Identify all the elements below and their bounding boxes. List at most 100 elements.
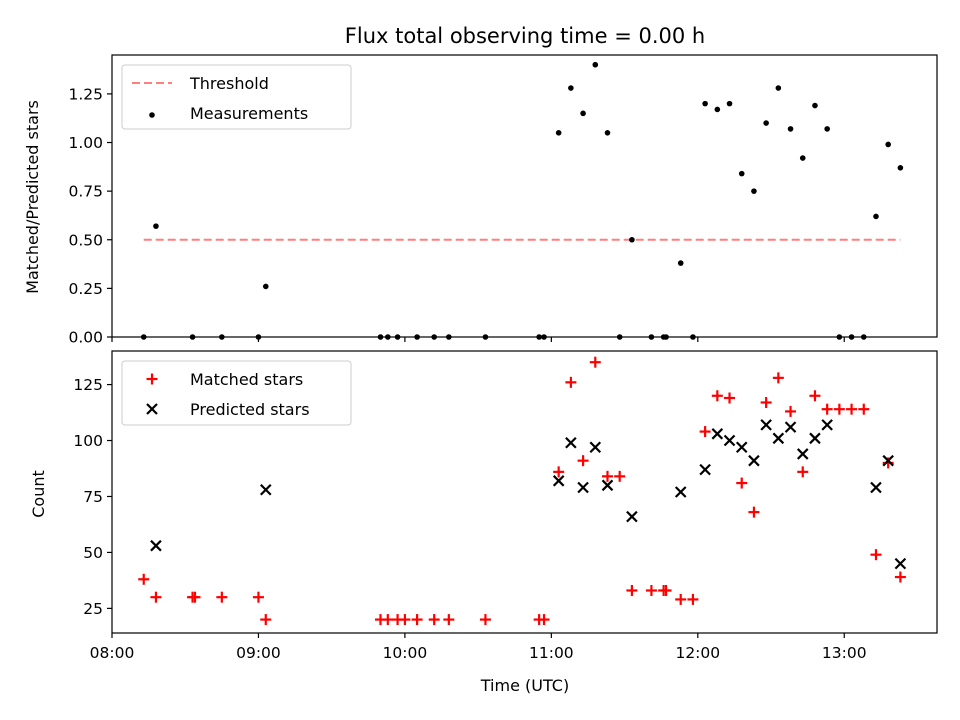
bottom-predicted-star-marker	[882, 454, 894, 467]
bottom-predicted-star-marker	[723, 434, 736, 447]
x-stroke-b	[589, 441, 602, 454]
bottom-predicted-star-marker	[150, 539, 162, 552]
bottom-matched-star-marker	[882, 457, 894, 469]
bottom-matched-star-marker	[138, 573, 150, 585]
x-stroke-b	[796, 448, 809, 460]
bottom-predicted-star-marker	[870, 481, 882, 494]
x-stroke-b	[565, 436, 577, 449]
x-stroke-b	[711, 428, 724, 440]
top-measurement-point	[677, 260, 684, 266]
bottom-matched-star-marker	[760, 396, 772, 408]
bottom-predicted-star-marker	[601, 479, 614, 492]
bottom-matched-star-marker	[382, 614, 394, 626]
x-stroke-b	[870, 481, 882, 494]
bottom-series-matched-stars	[138, 356, 906, 626]
bottom-predicted-star-marker	[589, 441, 602, 454]
bottom-y-tick-label: 75	[83, 488, 103, 506]
bottom-matched-star-marker	[589, 356, 601, 368]
bottom-predicted-star-marker	[784, 421, 797, 433]
x-stroke-b	[735, 441, 748, 454]
top-measurement-point	[751, 188, 757, 194]
bottom-predicted-star-marker	[809, 432, 821, 445]
legend-box	[121, 360, 352, 426]
bottom-matched-star-marker	[724, 392, 736, 404]
bottom-predicted-star-marker	[796, 448, 809, 460]
legend-entry-label: Matched stars	[190, 370, 303, 389]
x-stroke-b	[699, 463, 711, 476]
bottom-matched-star-marker	[858, 403, 870, 415]
top-measurement-point	[604, 129, 611, 136]
x-stroke-b	[784, 421, 797, 433]
bottom-x-tick-label: 09:00	[236, 644, 281, 662]
bottom-matched-star-marker	[736, 477, 748, 489]
bottom-matched-star-marker	[260, 614, 272, 626]
bottom-predicted-star-marker	[711, 428, 724, 440]
top-measurement-point	[738, 170, 745, 177]
bottom-matched-star-marker	[833, 403, 845, 415]
x-stroke-b	[760, 419, 772, 431]
x-stroke-b	[626, 510, 638, 523]
bottom-predicted-star-marker	[699, 463, 711, 476]
top-measurement-point	[799, 155, 806, 161]
top-measurement-point	[885, 141, 891, 148]
x-stroke-b	[601, 479, 614, 492]
bottom-series-predicted-stars	[150, 419, 907, 570]
bottom-matched-star-marker	[443, 614, 455, 626]
bottom-matched-star-marker	[772, 372, 784, 384]
top-y-tick-label: 0.75	[68, 183, 103, 201]
bottom-predicted-star-marker	[748, 454, 760, 467]
bottom-predicted-star-marker	[674, 486, 687, 498]
top-measurement-point	[763, 120, 769, 126]
bottom-x-tick-label: 13:00	[822, 644, 867, 662]
legend-entry-label: Predicted stars	[190, 400, 310, 419]
bottom-x-axis-label: Time (UTC)	[480, 676, 569, 695]
bottom-matched-star-marker	[411, 614, 423, 626]
bottom-predicted-star-marker	[821, 419, 833, 431]
bottom-legend: Matched stars Predicted stars	[121, 360, 352, 426]
bottom-matched-star-marker	[150, 591, 162, 603]
bottom-y-tick-label: 125	[73, 376, 103, 394]
bottom-matched-star-marker	[626, 584, 638, 596]
legend-measurement-swatch	[149, 112, 155, 118]
legend-matched-swatch	[146, 373, 158, 385]
top-y-tick-label: 0.50	[68, 231, 103, 249]
bottom-x-tick-label: 08:00	[90, 644, 135, 662]
top-measurement-point	[775, 85, 782, 91]
bottom-matched-star-marker	[252, 591, 264, 603]
x-stroke-b	[821, 419, 833, 431]
x-stroke-b	[552, 475, 565, 487]
bottom-panel-count-plot: 25 50 75 100 125 08:00 09:00 10:00 11:00 12:00 13:…	[73, 350, 938, 662]
bottom-matched-star-marker	[809, 390, 821, 402]
bottom-matched-star-marker	[189, 591, 201, 603]
bottom-predicted-star-marker	[259, 483, 272, 496]
top-measurement-point	[262, 283, 269, 290]
top-legend: Threshold Measurements	[121, 64, 352, 130]
bottom-matched-star-marker	[614, 470, 626, 482]
bottom-predicted-star-marker	[735, 441, 748, 454]
legend-box	[121, 64, 352, 130]
top-measurement-point	[897, 165, 904, 171]
top-measurement-point	[702, 100, 708, 107]
bottom-x-tick-label: 12:00	[675, 644, 720, 662]
bottom-predicted-star-marker	[565, 436, 577, 449]
x-stroke-b	[748, 454, 760, 467]
top-measurement-point	[592, 61, 599, 68]
top-measurement-point	[787, 126, 794, 132]
x-stroke-b	[894, 557, 907, 570]
top-measurement-point	[568, 85, 574, 91]
bottom-matched-star-marker	[870, 549, 882, 561]
bottom-y-tick-label: 25	[83, 600, 103, 618]
bottom-y-axis-label: Count	[29, 470, 48, 518]
top-measurement-point	[726, 100, 733, 107]
top-measurement-point	[580, 110, 586, 117]
bottom-axes-frame	[111, 350, 938, 634]
x-stroke-b	[809, 432, 821, 445]
bottom-matched-star-marker	[479, 614, 491, 626]
top-y-tick-label: 0.25	[68, 280, 103, 298]
bottom-matched-star-marker	[821, 403, 833, 415]
x-stroke-b	[772, 432, 785, 445]
bottom-matched-star-marker	[687, 593, 699, 605]
top-measurement-point	[153, 223, 159, 229]
top-y-axis-label: Matched/Predicted stars	[23, 100, 42, 294]
